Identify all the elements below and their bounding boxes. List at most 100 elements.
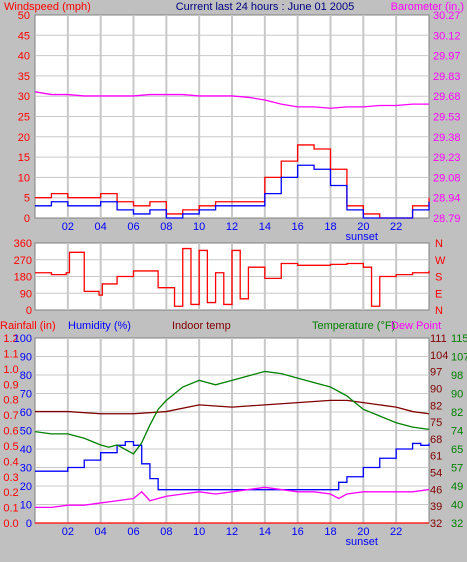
rainfall-tick-label: 1.1 (3, 348, 18, 360)
temperature-tick-label: 74 (451, 426, 463, 438)
direction-compass-tick-label: N (435, 238, 443, 250)
temperature-line (34, 370, 430, 455)
rainfall-tick-label: 0.3 (3, 472, 18, 484)
temperature-tick-label: 115 (451, 333, 467, 345)
windspeed-tick-label: 5 (24, 193, 30, 205)
barometer-tick-label: 28.94 (433, 193, 461, 205)
indoor-temp-label: Indoor temp (172, 320, 231, 332)
rainfall-tick-label: 0.1 (3, 503, 18, 515)
direction-degrees-tick-label: 0 (26, 305, 32, 317)
temperature-tick-label: 98 (451, 370, 463, 382)
wind-direction-line (35, 247, 430, 307)
weather-x-tick-label: 04 (95, 526, 107, 538)
humidity-tick-label: 60 (20, 407, 32, 419)
temperature-tick-label: 40 (451, 500, 463, 512)
weather-x-tick-label: 14 (259, 526, 271, 538)
rainfall-axis-label: Rainfall (in) (0, 320, 56, 332)
weather-x-tick-label: 12 (226, 526, 238, 538)
windspeed-tick-label: 10 (18, 172, 30, 184)
humidity-tick-label: 40 (20, 444, 32, 456)
indoor-temp-tick-label: 54 (430, 468, 442, 480)
indoor-temp-tick-label: 32 (430, 518, 442, 530)
rainfall-tick-label: 0.0 (3, 518, 18, 530)
humidity-tick-label: 0 (26, 518, 32, 530)
humidity-tick-label: 50 (20, 426, 32, 438)
barometer-axis-label: Barometer (in.) (391, 1, 464, 13)
windspeed-tick-label: 45 (18, 30, 30, 42)
windspeed-tick-label: 40 (18, 51, 30, 63)
wind-x-tick-label: 16 (292, 221, 304, 233)
wind-x-tick-label: 22 (390, 221, 402, 233)
direction-degrees-tick-label: 180 (14, 272, 32, 284)
wind-x-tick-label: 02 (62, 221, 74, 233)
rainfall-tick-label: 0.4 (3, 456, 18, 468)
indoor-temp-tick-label: 97 (430, 367, 442, 379)
direction-compass-tick-label: E (435, 288, 442, 300)
weather-x-tick-label: 10 (193, 526, 205, 538)
humidity-tick-label: 100 (14, 333, 32, 345)
wind-x-tick-label: 18 (324, 221, 336, 233)
indoor-temp-tick-label: 39 (430, 501, 442, 513)
humidity-axis-label: Humidity (%) (68, 320, 131, 332)
temperature-tick-label: 90 (451, 389, 463, 401)
direction-compass-tick-label: N (435, 305, 443, 317)
weather-x-tick-label: 18 (324, 526, 336, 538)
indoor-temp-tick-label: 61 (430, 451, 442, 463)
rainfall-tick-label: 0.6 (3, 426, 18, 438)
wind-x-tick-label: 20 (357, 221, 369, 233)
indoor-temp-tick-label: 46 (430, 484, 442, 496)
rainfall-tick-label: 0.8 (3, 395, 18, 407)
wind-sunset-label: sunset (345, 231, 377, 243)
wind-x-tick-label: 06 (127, 221, 139, 233)
windspeed-tick-label: 25 (18, 112, 30, 124)
barometer-tick-label: 29.97 (433, 51, 461, 63)
rainfall-tick-label: 1.0 (3, 364, 18, 376)
indoor-temp-line (35, 399, 430, 415)
direction-degrees-tick-label: 360 (14, 238, 32, 250)
barometer-tick-label: 29.53 (433, 112, 461, 124)
page-title: Current last 24 hours : June 01 2005 (176, 1, 355, 13)
wind-x-tick-label: 12 (226, 221, 238, 233)
windspeed-axis-label: Windspeed (mph) (4, 1, 91, 13)
temperature-tick-label: 107 (451, 352, 467, 364)
barometer-tick-label: 30.12 (433, 30, 461, 42)
direction-compass-tick-label: S (435, 272, 442, 284)
weather-x-tick-label: 06 (127, 526, 139, 538)
humidity-tick-label: 80 (20, 370, 32, 382)
barometer-tick-label: 28.79 (433, 213, 461, 225)
direction-compass-tick-label: W (435, 255, 446, 267)
wind-x-tick-label: 04 (95, 221, 107, 233)
weather-x-tick-label: 08 (160, 526, 172, 538)
windspeed-tick-label: 20 (18, 132, 30, 144)
direction-degrees-tick-label: 90 (20, 288, 32, 300)
weather-x-tick-label: 02 (62, 526, 74, 538)
humidity-tick-label: 10 (20, 500, 32, 512)
windspeed-tick-label: 15 (18, 152, 30, 164)
wind-average-line (35, 164, 430, 219)
temperature-tick-label: 57 (451, 463, 463, 475)
wind-barometer-panel: 0 5 10 15 20 25 30 35 40 45 50 28.79 28.94 29.08 29.23… (18, 10, 461, 243)
barometer-tick-label: 30.27 (433, 10, 461, 22)
windspeed-tick-label: 0 (24, 213, 30, 225)
indoor-temp-tick-label: 68 (430, 434, 442, 446)
weather-sunset-label: sunset (345, 536, 377, 548)
barometer-tick-label: 29.23 (433, 152, 461, 164)
rainfall-tick-label: 1.2 (3, 333, 18, 345)
wind-x-tick-label: 14 (259, 221, 271, 233)
barometer-line (34, 91, 429, 109)
humidity-tick-label: 20 (20, 481, 32, 493)
indoor-temp-tick-label: 82 (430, 400, 442, 412)
barometer-tick-label: 29.08 (433, 172, 461, 184)
rainfall-tick-label: 0.7 (3, 410, 18, 422)
dewpoint-line (35, 486, 430, 509)
barometer-tick-label: 29.68 (433, 91, 461, 103)
dewpoint-axis-label: Dew Point (391, 320, 441, 332)
temperature-tick-label: 32 (451, 518, 463, 530)
wind-x-tick-label: 10 (193, 221, 205, 233)
direction-degrees-tick-label: 270 (14, 255, 32, 267)
indoor-temp-tick-label: 90 (430, 383, 442, 395)
weather-x-tick-label: 16 (292, 526, 304, 538)
weather-x-tick-label: 22 (390, 526, 402, 538)
